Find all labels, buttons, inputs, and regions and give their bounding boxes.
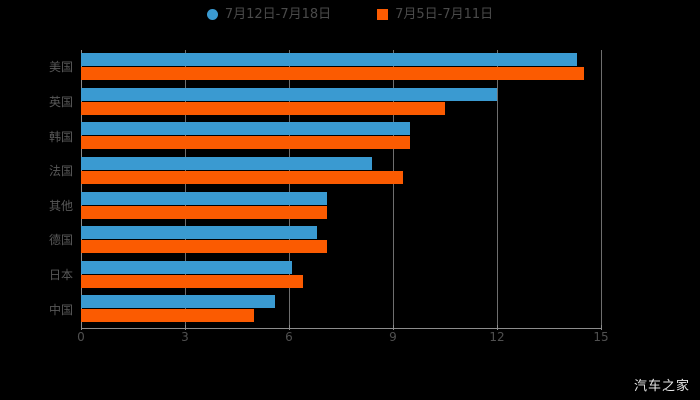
legend-label-series-1: 7月12日-7月18日 bbox=[224, 7, 332, 22]
y-axis-label-2: 英国 bbox=[48, 94, 73, 109]
y-axis-label-1: 美国 bbox=[48, 60, 73, 75]
legend-entry-series-1[interactable]: 7月12日-7月18日 bbox=[206, 7, 332, 22]
x-tick-mark bbox=[289, 325, 290, 330]
legend-circle-marker-icon bbox=[206, 9, 218, 20]
x-tick-mark bbox=[185, 325, 186, 330]
bar-group bbox=[81, 154, 601, 189]
y-axis-category-labels: 美国英国韩国法国其他德国日本中国 bbox=[0, 50, 73, 327]
bar-group bbox=[81, 189, 601, 224]
bar-group bbox=[81, 119, 601, 154]
gridline bbox=[393, 50, 394, 327]
bar-group bbox=[81, 258, 601, 293]
x-tick-label-9: 9 bbox=[389, 330, 397, 344]
legend-entry-series-2[interactable]: 7月5日-7月11日 bbox=[377, 8, 493, 21]
y-axis-label-4: 法国 bbox=[48, 164, 73, 179]
watermark: 汽车之家 bbox=[633, 379, 690, 394]
legend-square-marker-icon bbox=[377, 9, 389, 20]
y-axis-label-7: 日本 bbox=[48, 268, 73, 283]
bar-group bbox=[81, 85, 601, 120]
x-axis-line bbox=[81, 328, 602, 329]
x-tick-mark bbox=[497, 325, 498, 330]
x-tick-mark bbox=[81, 325, 82, 330]
bar-series-2[interactable] bbox=[81, 101, 445, 115]
bar-series-1[interactable] bbox=[81, 53, 577, 66]
x-tick-mark bbox=[601, 325, 602, 330]
bar-series-2[interactable] bbox=[81, 170, 404, 184]
x-tick-label-0: 0 bbox=[77, 330, 85, 344]
y-axis-label-8: 中国 bbox=[48, 302, 73, 317]
bar-series-1[interactable] bbox=[81, 226, 317, 240]
bar-series-2[interactable] bbox=[81, 205, 328, 219]
y-axis-label-5: 其他 bbox=[48, 198, 73, 213]
bar-series-2[interactable] bbox=[81, 136, 411, 150]
bar-series-1[interactable] bbox=[81, 260, 293, 274]
x-tick-label-12: 12 bbox=[489, 330, 505, 344]
y-axis-label-6: 德国 bbox=[48, 233, 73, 248]
x-axis-tick-labels: 0 3 6 9 12 15 bbox=[0, 325, 700, 350]
bar-series-1[interactable] bbox=[81, 295, 276, 309]
bar-series-1[interactable] bbox=[81, 122, 411, 136]
gridline bbox=[601, 50, 602, 327]
x-tick-label-6: 6 bbox=[285, 330, 293, 344]
bar-series-1[interactable] bbox=[81, 87, 497, 101]
bar-series-2[interactable] bbox=[81, 67, 584, 80]
chart-legend: 7月12日-7月18日 7月5日-7月11日 bbox=[0, 8, 700, 21]
bar-series-2[interactable] bbox=[81, 309, 255, 323]
gridline bbox=[289, 50, 290, 327]
x-tick-label-3: 3 bbox=[181, 330, 189, 344]
bar-group bbox=[81, 50, 601, 85]
legend-label-series-2: 7月5日-7月11日 bbox=[395, 7, 494, 22]
y-axis-line bbox=[81, 50, 82, 328]
plot-area bbox=[81, 50, 602, 327]
bar-series-1[interactable] bbox=[81, 191, 328, 205]
gridline bbox=[185, 50, 186, 327]
x-tick-mark bbox=[393, 325, 394, 330]
y-axis-label-3: 韩国 bbox=[48, 129, 73, 144]
bar-group bbox=[81, 292, 601, 327]
x-tick-label-15: 15 bbox=[593, 330, 609, 344]
bar-series-2[interactable] bbox=[81, 240, 328, 254]
gridline bbox=[497, 50, 498, 327]
bar-series-1[interactable] bbox=[81, 156, 373, 170]
bar-group bbox=[81, 223, 601, 258]
bar-series-2[interactable] bbox=[81, 274, 303, 288]
